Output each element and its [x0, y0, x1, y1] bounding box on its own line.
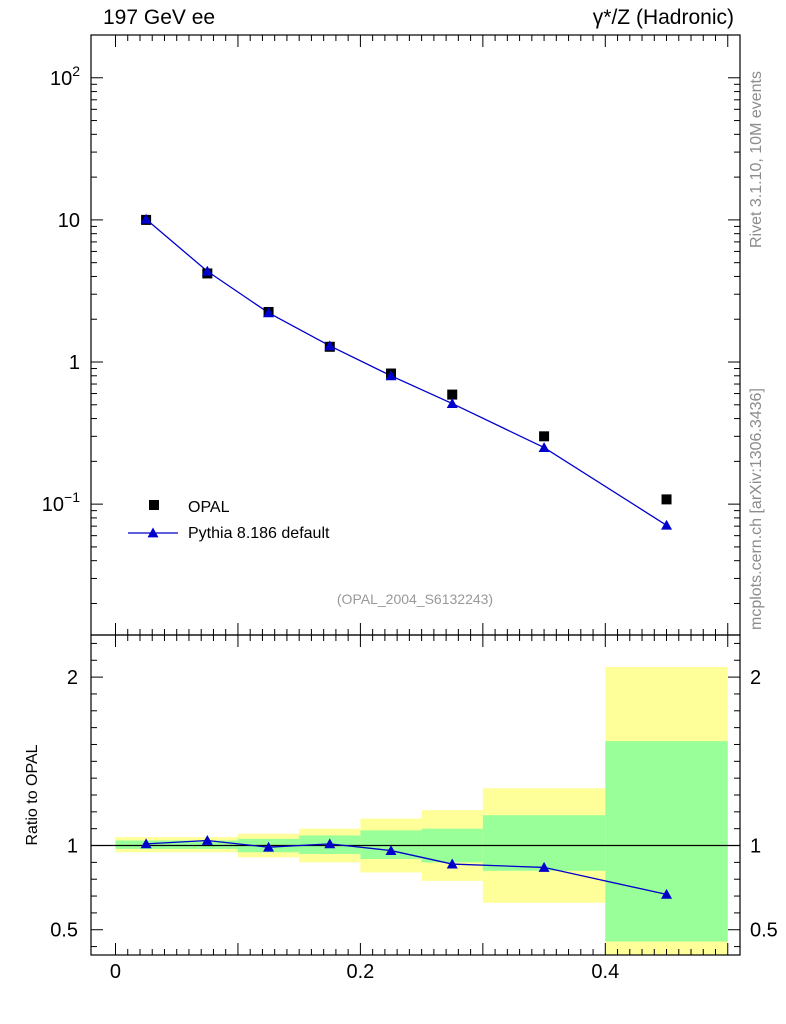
ratio-y-tick-label-right: 2 [750, 667, 761, 689]
ratio-point [263, 841, 275, 852]
ratio-point [324, 838, 336, 849]
ratio-point [201, 834, 213, 845]
stat-uncertainty-band-5 [482, 815, 606, 871]
mc-point [324, 340, 336, 351]
header-left-title: 197 GeV ee [103, 6, 216, 29]
legend-data-marker [149, 500, 159, 510]
main-y-tick-label: 10−1 [42, 489, 80, 516]
ratio-point [446, 858, 458, 869]
mc-point [538, 442, 550, 452]
ratio-plot-frame [90, 634, 741, 956]
x-tick-label: 0.4 [591, 961, 619, 983]
legend-data-label: OPAL [188, 499, 230, 516]
ratio-y-tick-label: 0.5 [50, 920, 78, 942]
ratio-point [385, 845, 397, 855]
mc-point [385, 370, 397, 381]
legend-mc-label: Pythia 8.186 default [188, 525, 330, 542]
stat-uncertainty-band-6 [605, 741, 728, 942]
data-point [539, 431, 550, 442]
x-tick-label: 0 [110, 961, 121, 983]
header-right-title: γ*/Z (Hadronic) [592, 6, 734, 29]
series-lines [145, 218, 667, 896]
mc-series-line [145, 218, 667, 526]
ratio-y-tick-label-right: 0.5 [750, 920, 778, 942]
legend-mc-marker [147, 527, 159, 538]
tick-labels: 102 10 1 10−1 0.5 0.5 1 1 2 2 0 0.2 0.4 [42, 63, 778, 983]
data-point [661, 494, 672, 505]
x-tick-label: 0.2 [346, 961, 374, 983]
ratio-uncertainty-bands [115, 667, 728, 955]
mc-point [263, 307, 275, 318]
mc-point [140, 213, 152, 224]
ratio-y-tick-label: 2 [67, 667, 78, 689]
ratio-y-tick-label: 1 [67, 836, 78, 858]
legend: OPAL Pythia 8.186 default [128, 499, 330, 542]
ratio-point [661, 888, 673, 899]
main-y-tick-label: 1 [69, 352, 80, 374]
stat-uncertainty-band-0 [115, 840, 238, 849]
ratio-point [140, 838, 152, 849]
data-point [447, 389, 458, 400]
ratio-y-axis-label: Ratio to OPAL [24, 744, 41, 845]
main-y-tick-label: 10 [58, 210, 80, 232]
analysis-id-label: (OPAL_2004_S6132243) [337, 591, 493, 607]
main-plot-border [90, 34, 741, 636]
ratio-point [538, 861, 550, 872]
ratio-series-line [146, 839, 667, 896]
mc-point [446, 398, 458, 408]
mc-point [201, 265, 213, 276]
ratio-y-tick-label-right: 1 [750, 836, 761, 858]
main-plot-frame [90, 34, 741, 636]
main-y-tick-label: 102 [50, 63, 80, 90]
data-markers [140, 213, 673, 899]
mc-point [661, 519, 673, 530]
